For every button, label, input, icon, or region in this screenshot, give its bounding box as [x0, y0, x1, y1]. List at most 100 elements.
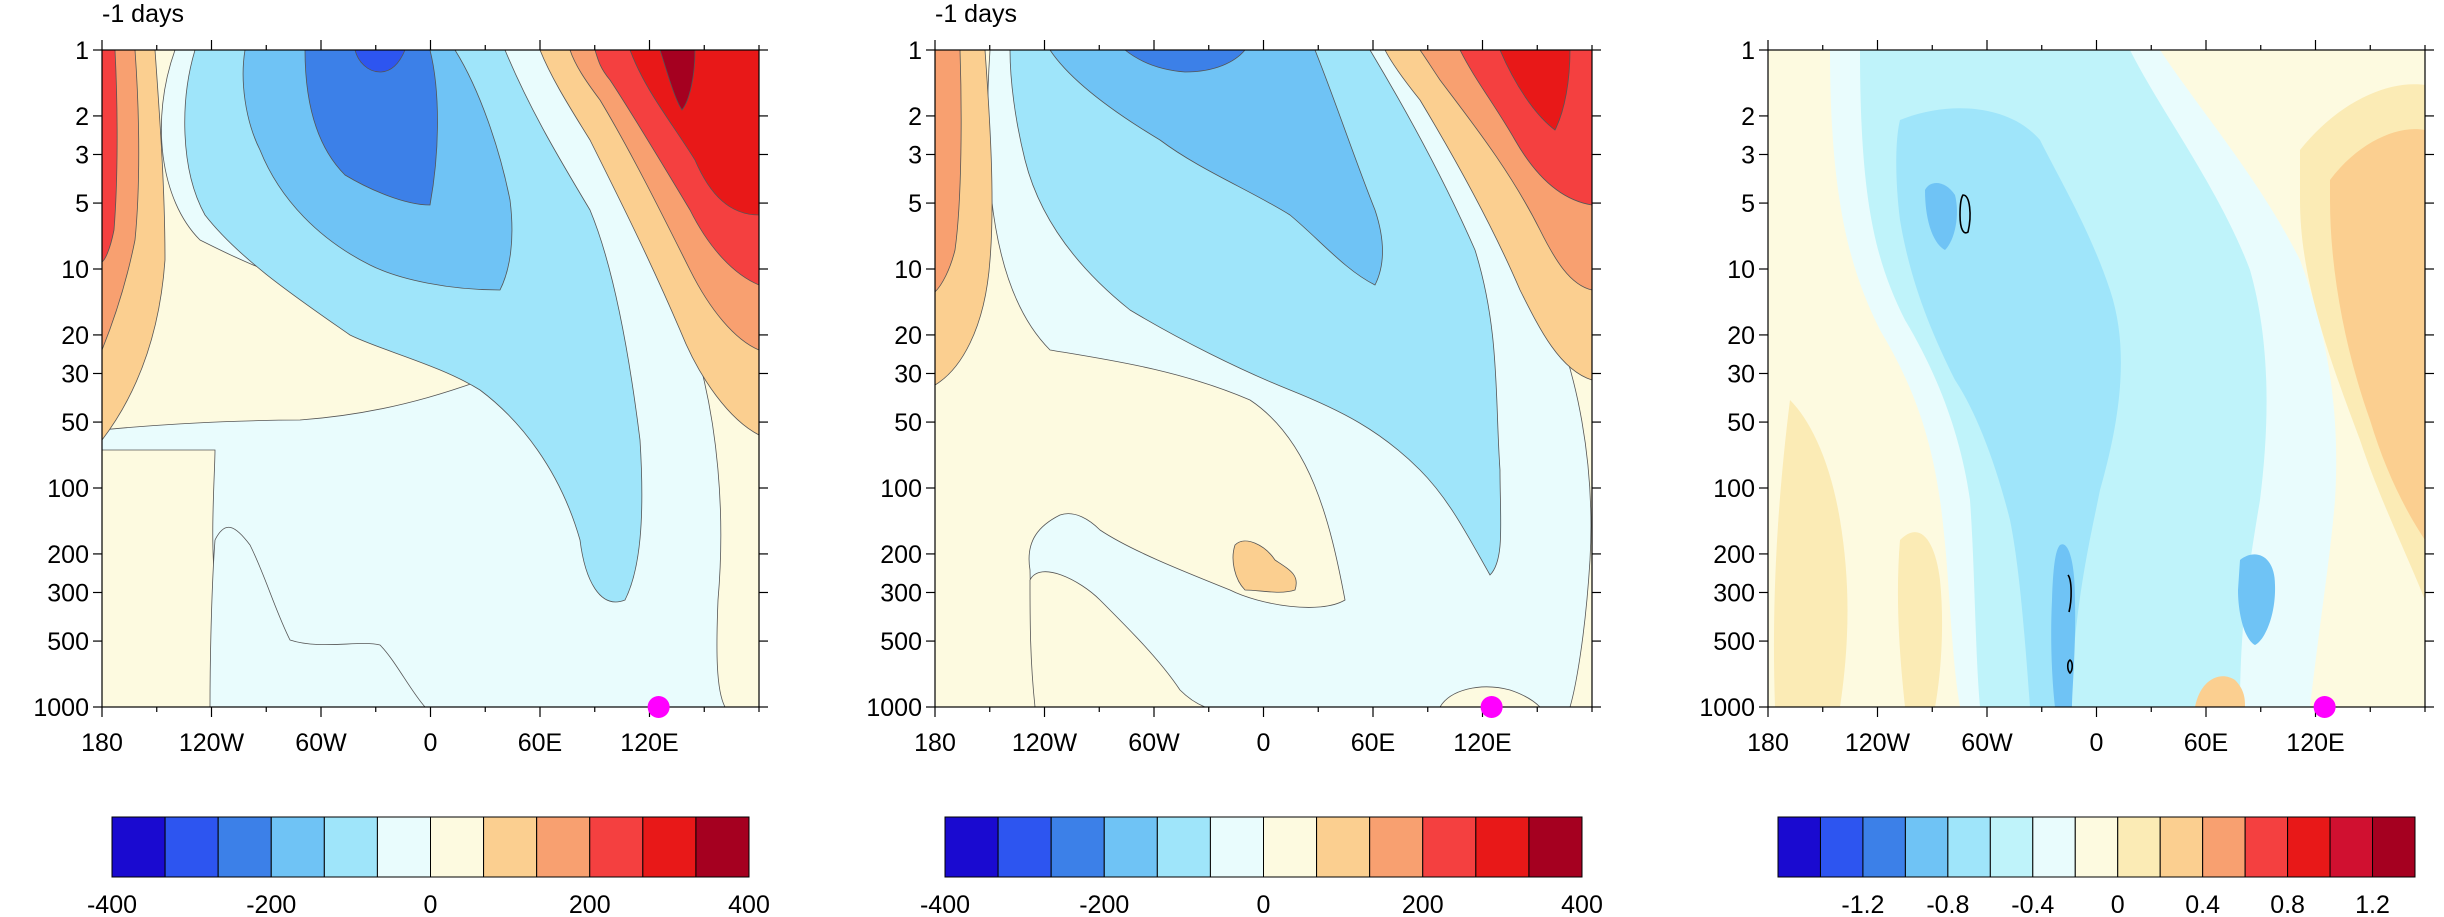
panel-1-colorbar-label: 200: [569, 891, 611, 917]
panel-2-location-marker: [1480, 696, 1503, 718]
panel-3-ytick-label: 50: [1727, 409, 1755, 437]
panel-3-colorbar-swatch: [2159, 816, 2204, 878]
panel-1-ytick-label: 5: [75, 190, 89, 218]
panel-3-colorbar-swatch: [1862, 816, 1906, 878]
panel-1-contour-band-pos-east-1000: [659, 50, 696, 111]
panel-3-location-marker: [2313, 696, 2336, 718]
panel-2-xtick-label: 60E: [1351, 729, 1395, 757]
panel-3-ytick-label: 1: [1741, 37, 1755, 65]
panel-1-colorbar-swatch: [483, 816, 538, 878]
panel-1-ytick-label: 2: [75, 103, 89, 131]
panel-3-ytick-label: 300: [1713, 579, 1755, 607]
panel-1-xtick-label: 60E: [518, 729, 562, 757]
panel-3-colorbar-swatch: [1989, 816, 2034, 878]
panel-2-colorbar-swatch: [944, 816, 999, 878]
panel-3-colorbar-swatch: [2329, 816, 2374, 878]
panel-1-ytick-label: 500: [47, 628, 89, 656]
panel-3-colorbar-label: 0: [2111, 891, 2125, 917]
panel-2-colorbar-label: 0: [1257, 891, 1271, 917]
panel-1-colorbar-label: 400: [728, 891, 770, 917]
panel-3-xtick-label: 60E: [2184, 729, 2228, 757]
panel-1-colorbar-swatch: [642, 816, 697, 878]
panel-2-contour-band-neg-200: [1009, 50, 1502, 576]
panel-2-ytick-label: 500: [880, 628, 922, 656]
panel-1-xtick-label: 120W: [179, 729, 245, 757]
panel-1-contour-band-neg-600: [304, 50, 438, 206]
panel-1: -1 days 1 2 3 5 10 20 30 50: [33, 0, 769, 917]
panel-2-ytick-label: 200: [880, 541, 922, 569]
panel-3-colorbar-swatch: [1777, 816, 1821, 878]
panel-2-colorbar-swatch: [1475, 816, 1530, 878]
panel-3-colorbar-swatch: [2244, 816, 2289, 878]
panel-2-colorbar: -400 -200 0 200 400: [920, 816, 1603, 917]
panel-2-contour-band-neg-600: [1124, 50, 1246, 73]
panel-1-ytick-label: 50: [61, 409, 89, 437]
panel-3-contour-band-pos-west: [1773, 400, 1848, 707]
panel-1-contour-band-pos-east-800: [629, 50, 759, 216]
panel-3-contour-band-pos-east-surface: [2195, 676, 2245, 707]
panel-2-colorbar-swatch: [1209, 816, 1264, 878]
panel-3-plot-area: [1768, 50, 2425, 707]
panel-2-xtick-label: 60W: [1128, 729, 1180, 757]
panel-3-colorbar-label: 0.4: [2185, 891, 2220, 917]
panel-3-contour-band-neg-0-6b: [2051, 544, 2076, 707]
panel-3: 1 2 3 5 10 20 30 50 100 200 300 500 1000 180 120W 60W 0 6…: [1699, 37, 2434, 917]
panel-1-ytick-label: 10: [61, 256, 89, 284]
panel-3-xtick-label: 180: [1747, 729, 1789, 757]
panel-1-xtick-label: 120E: [620, 729, 678, 757]
panel-2-markers: [1480, 696, 1503, 718]
panel-3-ytick-label: 200: [1713, 541, 1755, 569]
panel-3-ytick-label: 5: [1741, 190, 1755, 218]
panel-3-contour-line-2: [2067, 574, 2072, 613]
panel-1-ytick-label: 30: [61, 360, 89, 388]
panel-3-contour-band-pos-east-0-8: [2330, 129, 2425, 541]
panel-1-colorbar-swatch: [376, 816, 431, 878]
panel-3-colorbar-swatch: [2074, 816, 2119, 878]
panel-2-xtick-label: 120W: [1012, 729, 1078, 757]
panel-3-colorbar-swatch: [1904, 816, 1949, 878]
panel-3-contour-band-pos-midwest: [1897, 532, 1943, 707]
panel-1-contour-lowlevel-eddy: [209, 527, 426, 707]
panel-2-colorbar-label: 400: [1561, 891, 1603, 917]
panel-3-ytick-label: 500: [1713, 628, 1755, 656]
panel-1-ytick-label: 200: [47, 541, 89, 569]
panel-3-ytick-label: 30: [1727, 360, 1755, 388]
panel-2-colorbar-label: 200: [1402, 891, 1444, 917]
panel-1-colorbar: -400 -200 0 200 400: [87, 816, 770, 917]
panel-1-xtick-label: 0: [424, 729, 438, 757]
panel-1-title: -1 days: [102, 0, 184, 28]
panel-2-colorbar-swatch: [1050, 816, 1105, 878]
panel-3-xtick-label: 60W: [1961, 729, 2013, 757]
panel-1-colorbar-label: -400: [87, 891, 137, 917]
panel-1-xtick-label: 180: [81, 729, 123, 757]
panel-1-colorbar-swatch: [270, 816, 325, 878]
panel-2-xtick-label: 0: [1257, 729, 1271, 757]
panel-3-colorbar-swatch: [2032, 816, 2076, 878]
panel-2-ytick-label: 1: [908, 37, 922, 65]
panel-1-colorbar-label: 0: [424, 891, 438, 917]
panel-1-ytick-label: 1: [75, 37, 89, 65]
panel-3-ytick-label: 1000: [1699, 694, 1755, 722]
panel-2-xtick-label: 180: [914, 729, 956, 757]
panel-3-ytick-label: 2: [1741, 103, 1755, 131]
panel-1-ytick-label: 1000: [33, 694, 89, 722]
panel-2-colorbar-label: -200: [1079, 891, 1129, 917]
panel-2-xtick-label: 120E: [1453, 729, 1511, 757]
panel-2-colorbar-swatch: [1156, 816, 1211, 878]
panel-2-plot-area: [935, 50, 1592, 707]
panel-2-ytick-label: 100: [880, 475, 922, 503]
panel-3-colorbar-label: -0.8: [1926, 891, 1969, 917]
panel-1-colorbar-swatch: [536, 816, 591, 878]
panel-2-colorbar-swatch: [1103, 816, 1158, 878]
panel-3-colorbar-label: 0.8: [2270, 891, 2305, 917]
panel-3-colorbar-swatch: [2372, 816, 2416, 878]
panel-1-location-marker: [647, 696, 670, 718]
panel-2-colorbar-swatch: [1369, 816, 1424, 878]
panel-1-xtick-label: 60W: [295, 729, 347, 757]
panel-2-colorbar-swatch: [1263, 816, 1318, 878]
panel-2-ytick-label: 300: [880, 579, 922, 607]
panel-3-colorbar: -1.2 -0.8 -0.4 0 0.4 0.8 1.2: [1777, 816, 2416, 917]
panel-2-ytick-label: 10: [894, 256, 922, 284]
panel-2-colorbar-swatch: [1528, 816, 1583, 878]
panel-2-contour-band-pos-west-400: [935, 50, 962, 293]
